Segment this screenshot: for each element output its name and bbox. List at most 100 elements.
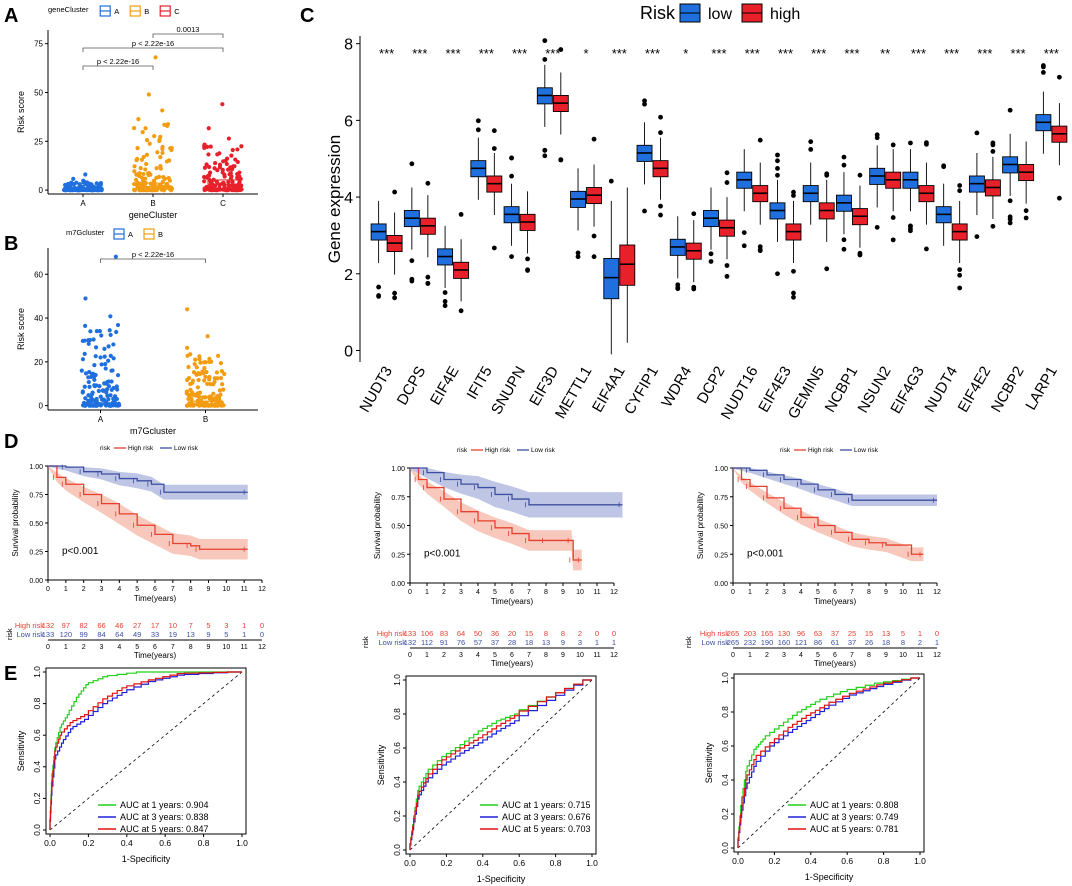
box-high-WDR4-outlier [691, 211, 697, 217]
y-axis-label: Sensitivity [16, 730, 26, 771]
x-tick-label: B [203, 415, 208, 424]
risk-count: 265 [727, 629, 740, 638]
legend-label: B [144, 7, 149, 16]
y-tick-label: 20 [34, 358, 43, 367]
x-tick-label: 0.4 [121, 838, 133, 848]
data-point-B [144, 152, 150, 157]
box-low-DCPS-outlier [409, 161, 415, 167]
box-high-EIF4E-outlier [458, 308, 464, 314]
data-point-B [146, 171, 152, 176]
data-point-C [230, 179, 235, 185]
data-point-B [194, 372, 199, 377]
data-point-B [135, 146, 140, 151]
risk-row-name: High risk [377, 629, 406, 638]
box-high-CYFIP1-outlier [658, 130, 663, 136]
risk-count: 50 [474, 629, 482, 638]
box-low-NSUN2-outlier [874, 224, 880, 230]
risk-count: 37 [831, 629, 839, 638]
legend-title: Risk [640, 3, 676, 23]
risk-count: 76 [457, 638, 465, 647]
x-axis-label: geneCluster [129, 210, 178, 220]
box-low-EIF4A1-outlier [608, 178, 614, 184]
comparison-bracket [82, 65, 154, 70]
risk-count: 96 [797, 629, 805, 638]
data-point-B [190, 390, 195, 395]
risk-count: 64 [457, 629, 465, 638]
data-point-B [203, 374, 208, 379]
risk-table-xlabel: Time(years) [491, 659, 534, 668]
data-point-B [221, 387, 226, 392]
risk-count: 97 [62, 621, 70, 630]
x-tick-label: 6 [833, 589, 837, 596]
data-point-C [213, 160, 218, 166]
data-point-B [196, 377, 201, 383]
y-tick-label: 0 [344, 343, 353, 360]
data-point-A [98, 355, 103, 360]
risk-count: 82 [79, 621, 87, 630]
box-high-DCPS-outlier [425, 274, 431, 280]
y-tick-label: 0.50 [29, 521, 43, 528]
x-tick-label: 12 [258, 586, 266, 593]
data-point-B [218, 361, 224, 366]
x-tick-label: 10 [222, 586, 230, 593]
data-point-C [222, 174, 227, 179]
x-tick-label: 5 [135, 586, 139, 593]
significance-label: ** [880, 46, 890, 61]
y-axis-label: Survival probability [11, 489, 20, 556]
box-high-NCBP2-outlier [1023, 215, 1029, 221]
plot-frame [45, 667, 247, 835]
data-point-A [86, 379, 91, 385]
risk-count: 36 [491, 629, 499, 638]
data-point-B [184, 389, 189, 394]
risk-row-name: Low risk [701, 638, 729, 647]
risk-count: 5 [224, 630, 228, 639]
data-point-C [202, 165, 208, 170]
y-tick-label: 1.0 [392, 674, 402, 686]
box-high-DCP2-outlier [724, 170, 730, 176]
x-tick-label: 5 [493, 589, 497, 596]
data-point-C [226, 167, 231, 172]
p-value: p<0.001 [62, 546, 99, 557]
box-low-EIF4E3-outlier [775, 271, 780, 277]
y-tick-label: 0.25 [29, 550, 43, 557]
data-point-B [218, 392, 223, 397]
risk-table-tick: 0 [408, 652, 412, 659]
gene-label: DCPS [394, 364, 430, 409]
data-point-B [186, 392, 191, 397]
data-point-A [94, 328, 99, 334]
data-point-A [106, 384, 112, 389]
box-high-NUDT3-outlier [392, 295, 398, 301]
data-point-B [217, 388, 223, 393]
risk-count: 66 [97, 621, 105, 630]
data-point-C [204, 162, 209, 167]
panel-label-d: D [4, 431, 18, 453]
y-axis-label: Risk score [16, 308, 26, 350]
box-high-DCP2-outlier [724, 263, 730, 268]
risk-count: 3 [224, 621, 228, 630]
box-low-NUDT3-outlier [376, 294, 382, 299]
risk-count: 9 [206, 630, 210, 639]
significance-label: * [584, 46, 589, 61]
box-low-WDR4-outlier [675, 282, 681, 288]
risk-count: 37 [848, 638, 856, 647]
data-point-B [218, 375, 224, 381]
box-low-NUDT16-outlier [741, 243, 747, 249]
data-point-C [217, 162, 223, 167]
data-point-B [203, 360, 208, 365]
box-low-DCP2-outlier [708, 259, 714, 264]
data-point-B [137, 171, 142, 176]
risk-count: 0 [595, 629, 599, 638]
x-tick-label: 3 [459, 589, 463, 596]
data-point-B [153, 55, 158, 60]
box-high-EIF4E3-outlier [791, 193, 796, 198]
box-high-NCBP2-outlier [1023, 208, 1029, 214]
risk-count: 25 [848, 629, 856, 638]
box-low-NSUN2-outlier [874, 132, 880, 138]
data-point-C [223, 187, 229, 193]
data-point-A [117, 403, 122, 408]
panel-e2-roc-curve: 0.00.0 0.2 0.2 0.4 0.4 0.6 0.6 0.8 0.8 1.0 1.0 1-Sp… [376, 674, 598, 884]
legend-label: AUC at 1 years: 0.904 [120, 800, 209, 810]
data-point-C [235, 147, 240, 152]
x-tick-label: 1.0 [236, 838, 248, 848]
data-point-A [80, 390, 85, 395]
